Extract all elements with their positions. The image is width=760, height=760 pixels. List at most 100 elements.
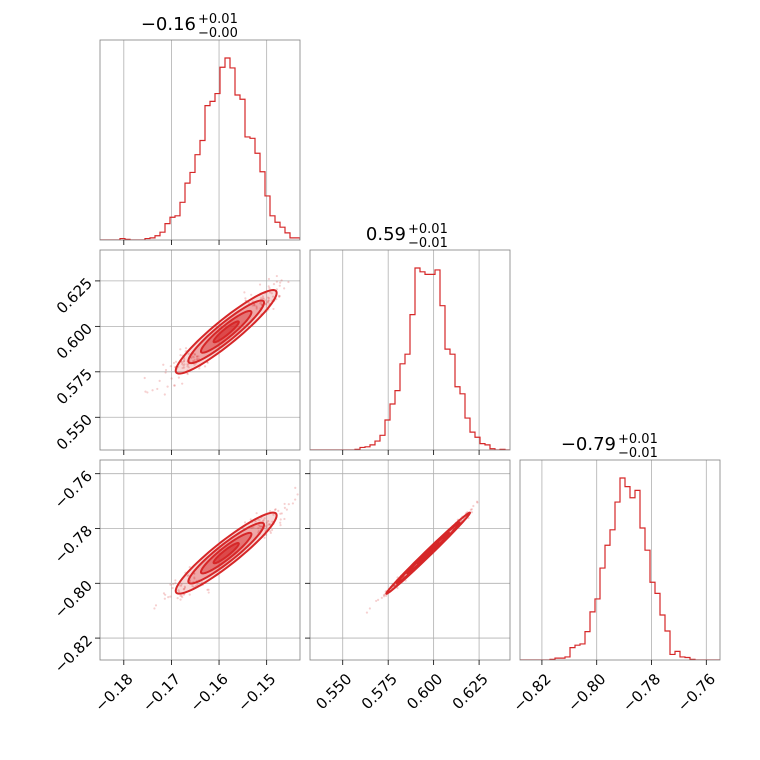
sample-point — [196, 583, 199, 586]
sample-point — [257, 524, 260, 527]
sample-point — [287, 503, 290, 506]
sample-point — [177, 589, 180, 592]
sample-point — [255, 306, 258, 309]
sample-point — [294, 498, 297, 501]
sample-point — [195, 355, 199, 358]
x-tick-label: −0.82 — [509, 670, 554, 715]
sample-point — [247, 301, 251, 305]
sample-point — [266, 300, 269, 304]
sample-point — [283, 506, 286, 509]
sample-point — [256, 518, 260, 521]
sample-point — [196, 357, 199, 361]
sample-point — [270, 292, 273, 295]
sample-point — [164, 368, 168, 372]
sample-point — [250, 526, 253, 529]
sample-point — [264, 302, 267, 305]
sample-point — [262, 519, 265, 522]
sample-point — [186, 365, 189, 368]
sample-point — [180, 583, 183, 586]
sample-point — [296, 493, 299, 496]
x-tick-label: −0.76 — [674, 670, 719, 715]
sample-point — [203, 365, 207, 368]
sample-point — [258, 518, 261, 521]
sample-point — [470, 508, 474, 511]
sample-point — [287, 280, 290, 284]
sample-point — [264, 529, 267, 532]
sample-point — [268, 291, 272, 294]
panel-title-minus-2: −0.01 — [618, 446, 658, 461]
sample-point — [169, 595, 172, 598]
sample-point — [269, 530, 272, 533]
sample-point — [294, 486, 297, 489]
sample-point — [275, 280, 279, 283]
y-tick-label: −0.78 — [51, 522, 96, 567]
sample-point — [266, 296, 270, 299]
sample-point — [396, 586, 399, 590]
sample-point — [179, 594, 182, 597]
x-tick-label: −0.80 — [564, 670, 609, 715]
sample-point — [249, 518, 252, 521]
sample-point — [261, 520, 265, 523]
sample-point — [259, 525, 262, 528]
sample-point — [195, 355, 199, 358]
panel-frame — [309, 459, 511, 661]
sample-point — [268, 286, 271, 290]
y-tick-label: 0.575 — [53, 365, 96, 408]
panel-frame — [99, 459, 301, 661]
sample-point — [377, 598, 380, 601]
sample-point — [183, 586, 187, 589]
y-tick-label: 0.625 — [53, 274, 96, 317]
sample-point — [272, 282, 276, 286]
sample-point — [269, 531, 272, 534]
sample-point — [262, 297, 265, 300]
sample-point — [182, 360, 185, 363]
x-tick-label: −0.16 — [187, 670, 232, 715]
y-tick-label: −0.76 — [51, 467, 96, 512]
sample-point — [183, 588, 186, 591]
sample-point — [173, 384, 176, 387]
sample-point — [244, 297, 247, 300]
sample-point — [277, 294, 280, 297]
sample-point — [179, 598, 182, 601]
sample-point — [268, 510, 272, 513]
sample-point — [365, 611, 369, 614]
sample-point — [207, 591, 210, 594]
sample-point — [164, 371, 167, 374]
sample-point — [266, 524, 269, 527]
y-tick-label: −0.80 — [51, 577, 96, 622]
sample-point — [273, 508, 277, 511]
sample-point — [174, 360, 178, 363]
sample-point — [182, 588, 185, 591]
sample-point — [277, 509, 280, 512]
sample-point — [385, 594, 388, 597]
sample-point — [260, 297, 263, 300]
sample-point — [172, 583, 175, 586]
sample-point — [206, 361, 209, 364]
sample-point — [179, 584, 183, 587]
sample-point — [255, 307, 258, 310]
sample-point — [264, 299, 267, 302]
sample-point — [255, 512, 258, 515]
sample-point — [163, 597, 166, 600]
sample-point — [186, 372, 189, 376]
sample-point — [472, 504, 475, 508]
sample-point — [158, 379, 161, 382]
sample-point — [197, 355, 200, 358]
sample-point — [143, 376, 146, 380]
histogram-0 — [100, 57, 300, 240]
panel-title-0: −0.16 — [141, 14, 196, 35]
sample-point — [183, 363, 186, 366]
sample-point — [162, 592, 166, 595]
sample-point — [177, 376, 180, 379]
sample-point — [174, 579, 177, 582]
scatter-panel-1-0 — [99, 249, 301, 451]
sample-point — [264, 303, 268, 306]
sample-point — [163, 393, 166, 396]
density-contour — [212, 320, 240, 344]
sample-point — [156, 387, 159, 391]
sample-point — [279, 521, 282, 524]
sample-point — [169, 365, 172, 368]
sample-point — [267, 299, 270, 302]
diagonal-panel-0 — [99, 39, 301, 241]
sample-point — [476, 501, 479, 504]
